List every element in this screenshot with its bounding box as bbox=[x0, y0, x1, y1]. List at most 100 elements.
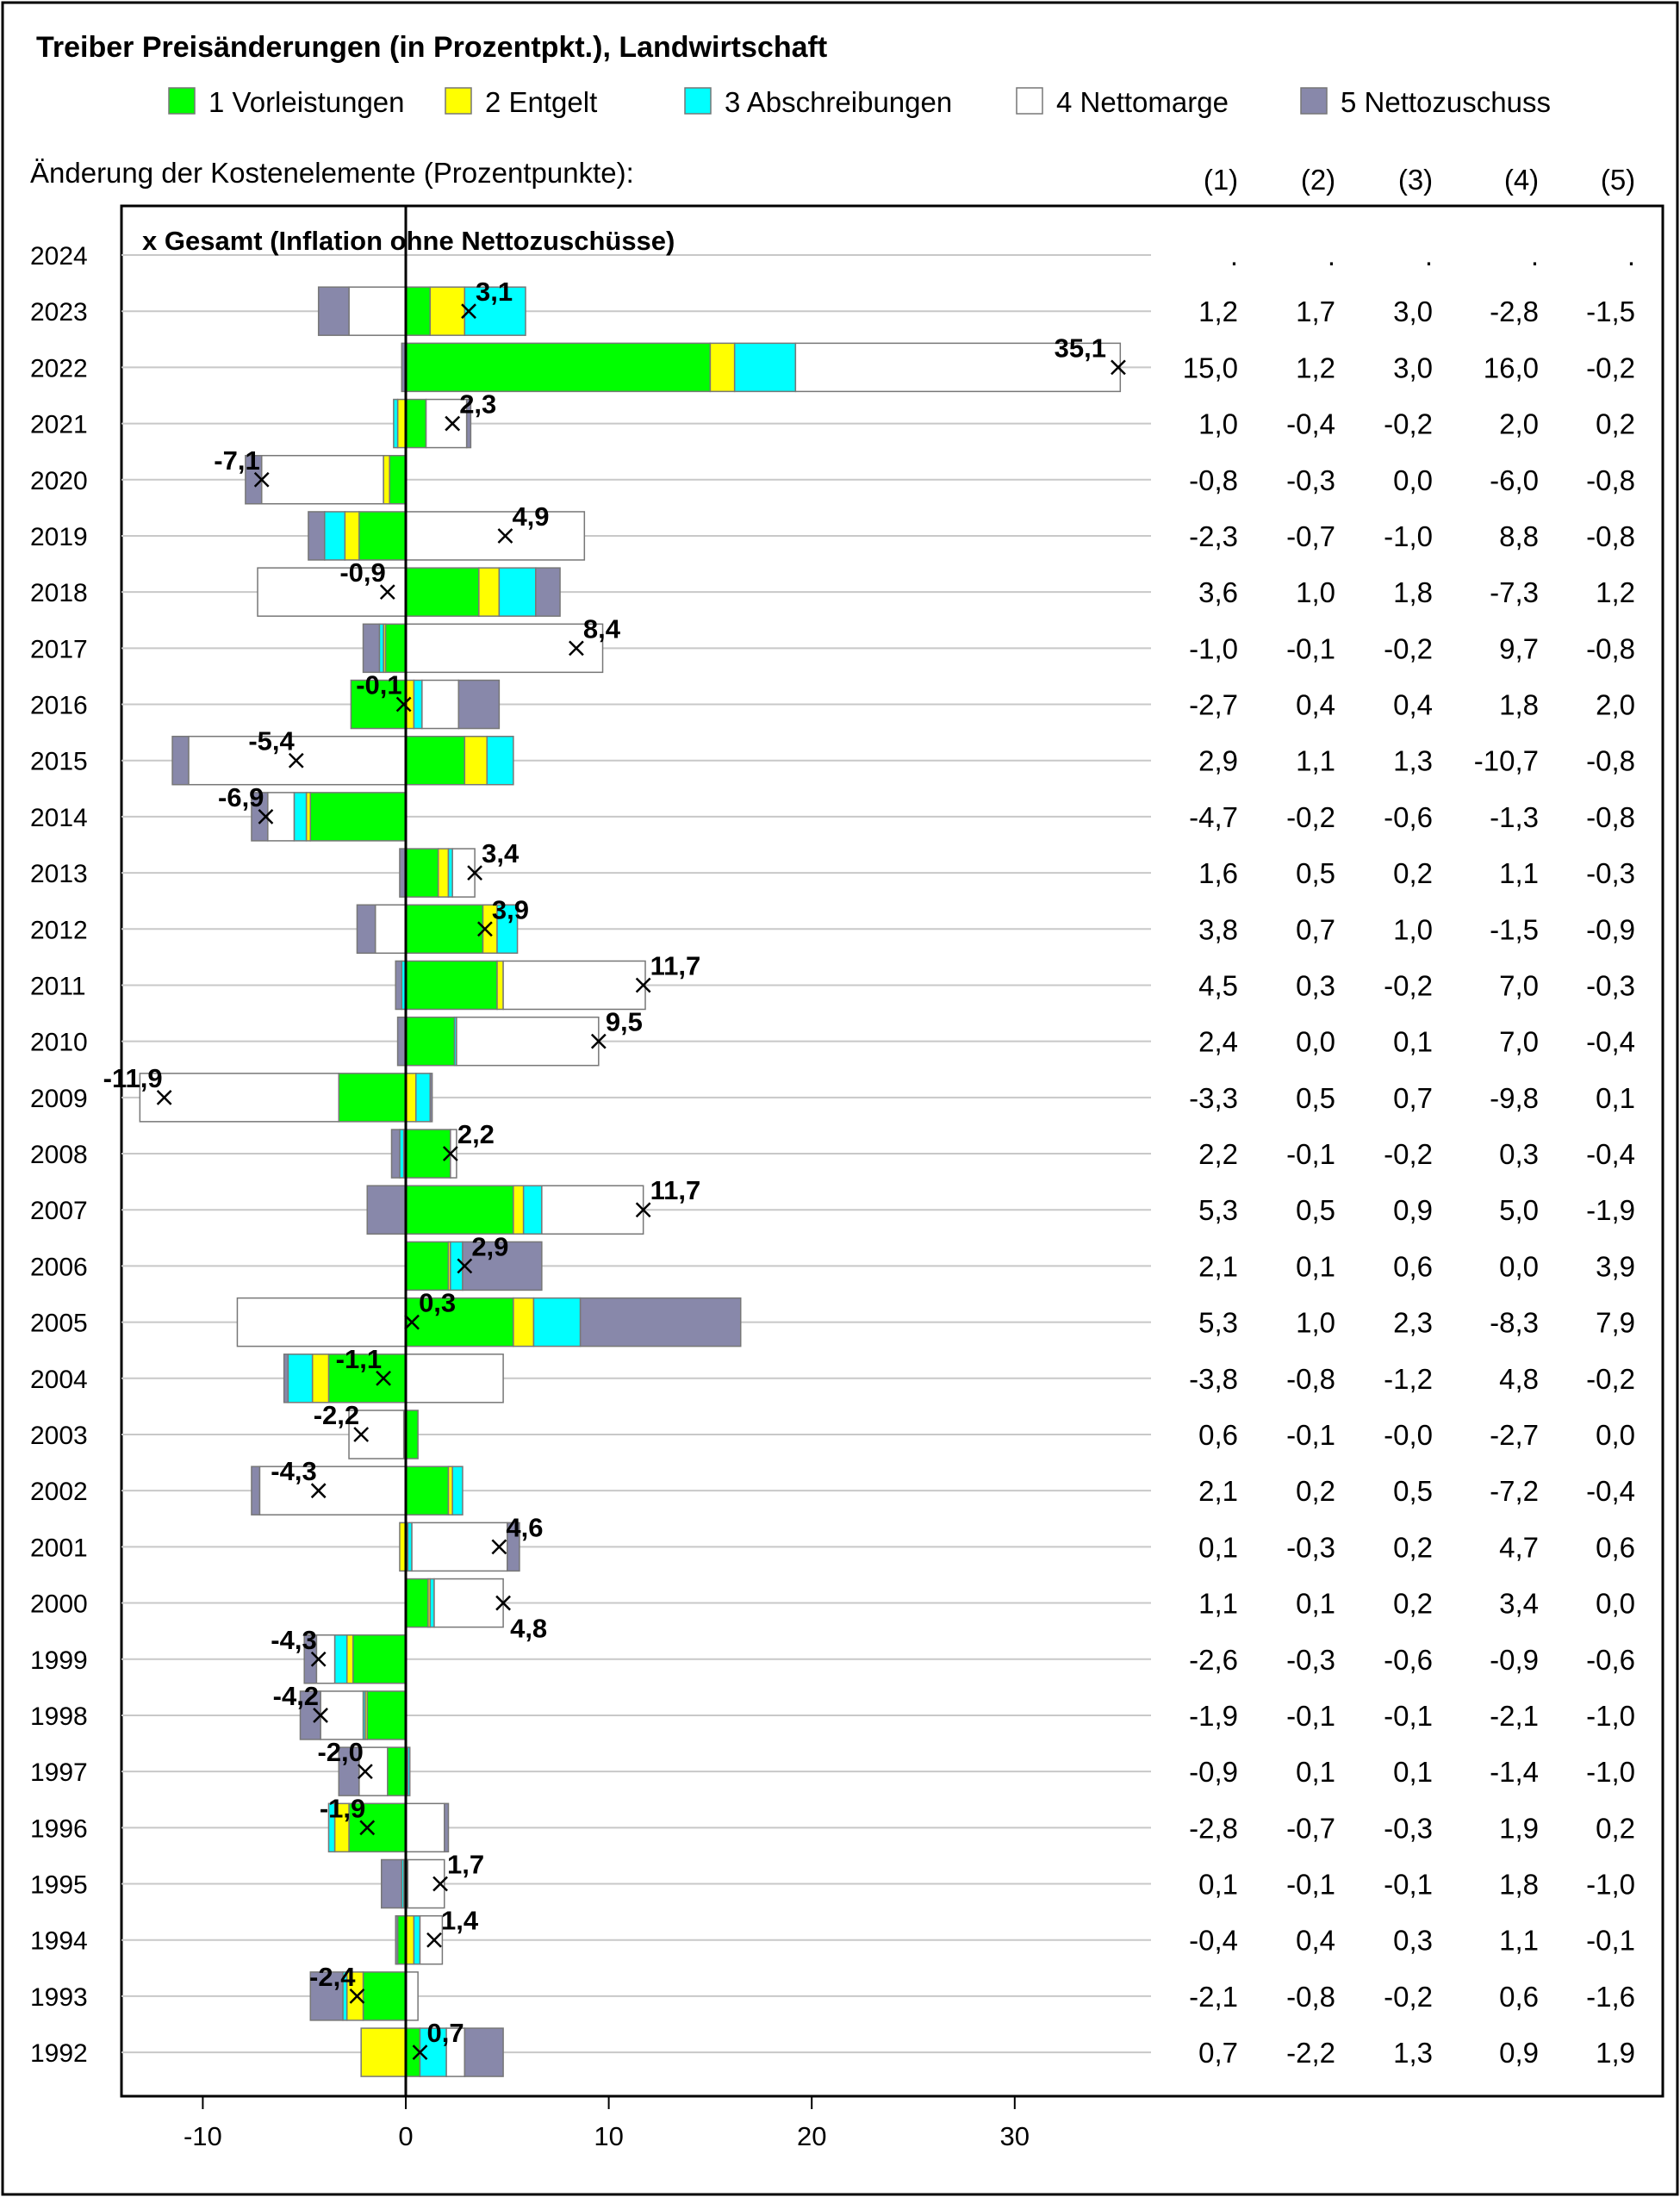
table-cell: -0,2 bbox=[1384, 1138, 1433, 1170]
bar-segment-1 bbox=[405, 2027, 421, 2077]
table-cell: -0,1 bbox=[1286, 1869, 1335, 1901]
table-cell: -7,3 bbox=[1490, 576, 1539, 608]
total-marker bbox=[412, 2045, 428, 2060]
table-cell: -2,8 bbox=[1189, 1812, 1238, 1844]
total-marker bbox=[569, 640, 584, 657]
table-cell: -0,9 bbox=[1189, 1756, 1238, 1788]
bar-segment-4 bbox=[541, 1185, 644, 1235]
legend-label-5: 5 Nettozuschuss bbox=[1341, 86, 1551, 118]
year-label: 2013 bbox=[30, 860, 88, 888]
table-cell: 0,0 bbox=[1296, 1026, 1335, 1058]
bar-segment-5 bbox=[395, 960, 403, 1011]
bar-segment-3 bbox=[496, 904, 519, 955]
total-label: 9,5 bbox=[606, 1007, 643, 1037]
bar-segment-1 bbox=[350, 679, 407, 730]
table-cell: -0,2 bbox=[1384, 1981, 1433, 2013]
table-cell: 7,0 bbox=[1499, 969, 1539, 1001]
bar-segment-5 bbox=[338, 1746, 360, 1796]
table-cell: -1,3 bbox=[1490, 801, 1539, 833]
table-cell: 4,7 bbox=[1499, 1531, 1539, 1563]
table-cell: -0,8 bbox=[1586, 464, 1635, 496]
table-cell: 1,3 bbox=[1393, 2037, 1433, 2069]
total-label: 2,3 bbox=[459, 389, 496, 420]
table-cell: 0,6 bbox=[1499, 1981, 1539, 2013]
table-cell: 0,2 bbox=[1393, 1588, 1433, 1620]
year-label: 2017 bbox=[30, 635, 88, 663]
table-cell: 1,1 bbox=[1198, 1588, 1238, 1620]
total-marker bbox=[426, 1932, 442, 1948]
x-axis: -10 0 10 20 30 bbox=[184, 2096, 1030, 2151]
bar-segment-5 bbox=[362, 623, 381, 674]
chart-title: Treiber Preisänderungen (in Prozentpkt.)… bbox=[36, 31, 827, 64]
table-cell: -0,6 bbox=[1586, 1644, 1635, 1676]
bar-segment-4 bbox=[260, 455, 384, 505]
bar-segment-5 bbox=[579, 1297, 742, 1347]
total-label: -6,9 bbox=[218, 782, 264, 812]
bar-segment-3 bbox=[451, 1466, 464, 1515]
total-marker bbox=[635, 1202, 651, 1218]
table-cell: 3,4 bbox=[1499, 1588, 1539, 1620]
bar-segment-5 bbox=[507, 1522, 520, 1572]
table-cell: -2,7 bbox=[1490, 1419, 1539, 1451]
table-cell: 1,9 bbox=[1596, 2037, 1635, 2069]
bar-segment-2 bbox=[383, 455, 390, 505]
table-cell: -0,3 bbox=[1286, 464, 1335, 496]
table-cell: 1,2 bbox=[1198, 296, 1238, 327]
table-cell: 1,2 bbox=[1296, 352, 1335, 383]
x-tick-label: 10 bbox=[594, 2121, 623, 2151]
year-label: 2002 bbox=[30, 1478, 88, 1506]
bar-segment-5 bbox=[535, 567, 561, 617]
total-label: -2,0 bbox=[317, 1737, 363, 1767]
bar-segment-5 bbox=[462, 1241, 543, 1291]
total-label: -2,2 bbox=[314, 1400, 359, 1430]
bar-segment-1 bbox=[384, 623, 407, 674]
bar-segment-1 bbox=[358, 511, 407, 561]
table-cell: -0,6 bbox=[1384, 1644, 1433, 1676]
total-label: -4,3 bbox=[271, 1456, 316, 1486]
total-marker bbox=[288, 752, 304, 769]
total-label: -7,1 bbox=[214, 445, 259, 476]
total-marker bbox=[357, 1764, 373, 1780]
table-cell: -1,5 bbox=[1586, 296, 1635, 327]
total-marker bbox=[491, 1539, 507, 1555]
total-label: -2,4 bbox=[309, 1962, 356, 1992]
bar-segment-4 bbox=[405, 1354, 504, 1403]
table-cell: 0,3 bbox=[1499, 1138, 1539, 1170]
bar-segment-1 bbox=[405, 567, 480, 617]
bar-segment-3 bbox=[413, 1914, 421, 1965]
bar-segment-1 bbox=[338, 1073, 407, 1123]
total-marker bbox=[467, 865, 482, 881]
year-label: 2018 bbox=[30, 579, 88, 607]
table-cell: 1,1 bbox=[1296, 745, 1335, 777]
table-cell: -0,8 bbox=[1286, 1363, 1335, 1395]
table-cell: -8,3 bbox=[1490, 1307, 1539, 1339]
bar-segment-5 bbox=[251, 792, 269, 842]
total-marker bbox=[404, 1314, 420, 1330]
bar-segment-4 bbox=[407, 1858, 445, 1909]
table-cell: -0,3 bbox=[1586, 969, 1635, 1001]
table-cell: -3,8 bbox=[1189, 1363, 1238, 1395]
bar-segment-5 bbox=[356, 904, 376, 955]
year-label: 1992 bbox=[30, 2039, 88, 2068]
table-cell: 0,5 bbox=[1296, 1082, 1335, 1114]
year-label: 2019 bbox=[30, 523, 88, 551]
total-marker bbox=[445, 415, 461, 432]
table-cell: 1,6 bbox=[1198, 857, 1238, 889]
bar-segment-2 bbox=[464, 735, 488, 786]
bar-segment-3 bbox=[393, 398, 399, 449]
table-cell: 0,1 bbox=[1393, 1026, 1433, 1058]
table-cell: 0,1 bbox=[1296, 1756, 1335, 1788]
table-cell: -7,2 bbox=[1490, 1475, 1539, 1507]
bar-segment-1 bbox=[405, 848, 439, 898]
table-cell: . bbox=[1425, 240, 1433, 271]
table-cell: 1,9 bbox=[1499, 1812, 1539, 1844]
bar-segment-1 bbox=[405, 1410, 419, 1459]
table-cell: . bbox=[1627, 240, 1635, 271]
bar-segment-3 bbox=[293, 792, 308, 842]
table-cell: 3,0 bbox=[1393, 352, 1433, 383]
total-label: -1,1 bbox=[336, 1344, 382, 1374]
year-label: 2001 bbox=[30, 1534, 88, 1562]
year-label: 2003 bbox=[30, 1422, 88, 1450]
total-label: 0,7 bbox=[426, 2018, 464, 2048]
table-cell: 0,6 bbox=[1198, 1419, 1238, 1451]
